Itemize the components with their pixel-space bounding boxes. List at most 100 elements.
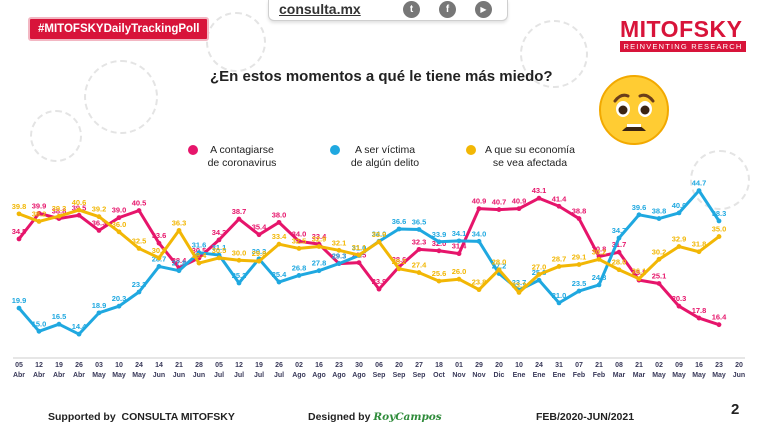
data-label: 27.0 xyxy=(532,262,547,271)
data-point xyxy=(36,219,42,224)
data-label: 33.9 xyxy=(372,230,387,239)
x-tick-month: May xyxy=(92,372,106,379)
data-label: 18.9 xyxy=(92,301,107,310)
data-point xyxy=(136,246,142,251)
data-label: 39.3 xyxy=(52,204,67,213)
x-tick-day: 24 xyxy=(135,362,143,369)
data-point xyxy=(256,232,262,238)
facebook-icon[interactable]: f xyxy=(439,1,456,18)
x-tick-month: Jun xyxy=(173,372,185,379)
x-tick-day: 05 xyxy=(15,362,23,369)
data-label: 28.4 xyxy=(172,256,187,265)
data-point xyxy=(576,288,582,294)
data-label: 23.7 xyxy=(512,278,527,287)
x-tick-month: Jun xyxy=(193,372,205,379)
data-label: 27.4 xyxy=(412,261,427,270)
data-label: 34.3 xyxy=(212,228,227,237)
data-label: 27.8 xyxy=(172,259,187,268)
data-label: 20.3 xyxy=(112,294,127,303)
x-tick-month: May xyxy=(712,372,726,379)
data-point xyxy=(456,276,462,282)
x-tick-month: Jun xyxy=(153,372,165,379)
data-point xyxy=(336,247,342,253)
x-tick-day: 27 xyxy=(415,362,423,369)
data-point xyxy=(176,228,182,233)
data-label: 39.8 xyxy=(12,202,27,211)
top-bar: consulta.mx t f ▶ xyxy=(268,0,508,21)
data-point xyxy=(256,258,262,264)
youtube-icon[interactable]: ▶ xyxy=(475,1,492,18)
data-point xyxy=(516,206,522,212)
data-label: 23.9 xyxy=(372,277,387,286)
data-label: 43.1 xyxy=(532,186,547,195)
x-tick-day: 31 xyxy=(555,362,563,369)
page-number: 2 xyxy=(731,401,740,418)
legend-dot-delito xyxy=(330,145,340,155)
data-point xyxy=(576,216,582,221)
data-point xyxy=(76,207,82,213)
data-label: 31.0 xyxy=(352,244,367,253)
data-label: 30.2 xyxy=(652,247,667,256)
data-point xyxy=(356,260,362,266)
data-point xyxy=(556,203,562,209)
x-tick-day: 01 xyxy=(455,362,463,369)
data-label: 34.0 xyxy=(472,229,487,238)
data-point xyxy=(276,219,282,225)
data-label: 28.6 xyxy=(392,255,407,264)
data-point xyxy=(276,279,282,285)
data-label: 28.7 xyxy=(552,254,567,263)
data-point xyxy=(16,211,22,217)
x-tick-month: Ago xyxy=(332,372,346,379)
data-label: 41.4 xyxy=(552,194,567,203)
data-label: 23.3 xyxy=(132,280,147,289)
legend-label-delito: A ser víctima de algún delito xyxy=(350,144,420,169)
data-label: 21.0 xyxy=(552,291,567,300)
data-label: 34.0 xyxy=(292,229,307,238)
data-label: 32.9 xyxy=(672,235,687,244)
data-label: 23.2 xyxy=(512,280,527,289)
data-point xyxy=(116,229,122,235)
data-label: 30.8 xyxy=(592,244,607,253)
data-point xyxy=(236,257,242,263)
legend-label-economia: A que su economía se vea afectada xyxy=(485,144,575,169)
data-point xyxy=(396,226,402,232)
x-tick-day: 03 xyxy=(95,362,103,369)
x-tick-month: Mar xyxy=(613,372,626,379)
x-tick-day: 12 xyxy=(35,362,43,369)
data-label: 34.1 xyxy=(452,229,467,238)
data-label: 31.1 xyxy=(212,243,227,252)
data-point xyxy=(196,250,202,256)
data-label: 25.8 xyxy=(632,268,647,277)
data-label: 40.0 xyxy=(672,201,687,210)
x-tick-day: 05 xyxy=(215,362,223,369)
data-point xyxy=(56,213,62,219)
data-label: 31.7 xyxy=(612,240,627,249)
data-label: 35.0 xyxy=(712,225,727,234)
question-title: ¿En estos momentos a qué le tiene más mi… xyxy=(210,68,553,85)
x-tick-day: 28 xyxy=(195,362,203,369)
data-point xyxy=(656,281,662,286)
x-tick-day: 02 xyxy=(295,362,303,369)
data-point xyxy=(436,239,442,245)
series-line-3 xyxy=(17,208,721,294)
data-label: 29.3 xyxy=(332,252,347,261)
data-label: 31.4 xyxy=(452,242,467,251)
data-point xyxy=(476,287,482,293)
data-point xyxy=(316,244,322,249)
data-point xyxy=(676,303,682,309)
x-tick-month: May xyxy=(652,372,666,379)
data-point xyxy=(116,215,122,221)
data-point xyxy=(496,207,502,212)
x-tick-month: Sep xyxy=(413,372,426,379)
background-virus-decoration xyxy=(84,60,158,134)
site-link[interactable]: consulta.mx xyxy=(279,1,361,17)
x-tick-day: 29 xyxy=(475,362,483,369)
data-label: 32.3 xyxy=(412,237,427,246)
data-label: 32.1 xyxy=(332,238,347,247)
data-point xyxy=(76,331,82,337)
data-label: 31.6 xyxy=(192,241,207,250)
data-point xyxy=(716,234,722,239)
x-tick-month: Abr xyxy=(13,372,25,379)
twitter-icon[interactable]: t xyxy=(403,1,420,18)
data-label: 33.4 xyxy=(312,232,327,241)
